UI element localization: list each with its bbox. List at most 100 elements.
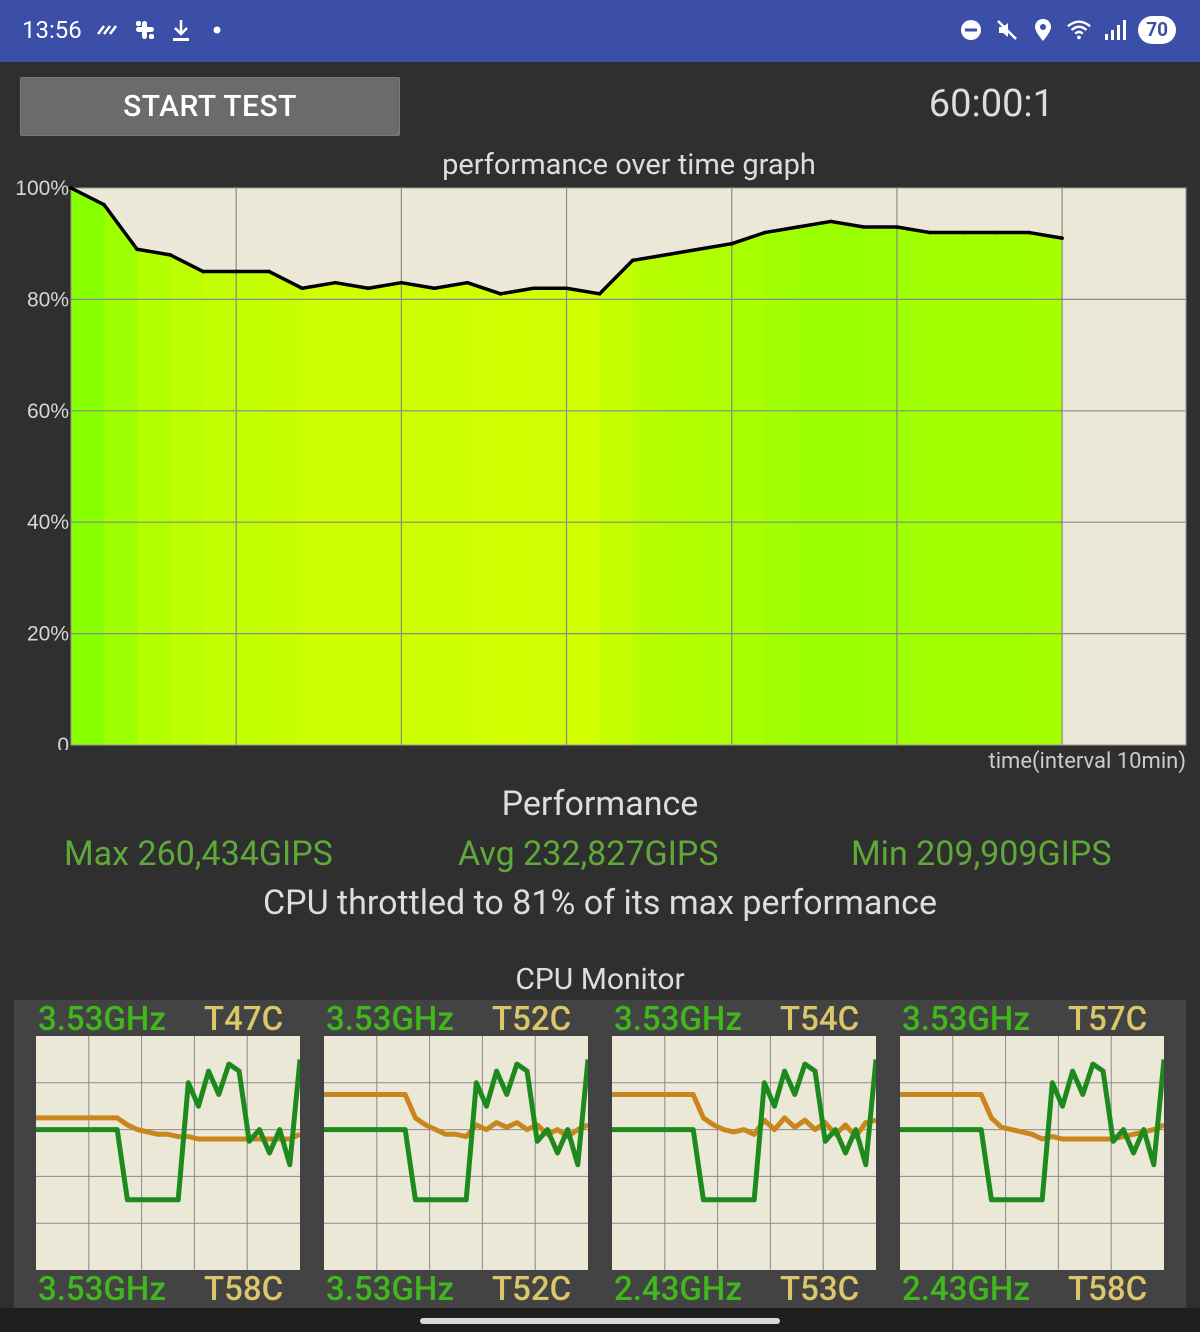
y-tick-label: 80% [27,288,69,311]
performance-point [531,286,536,291]
core-temperature-next: T53C [780,1270,860,1308]
performance-point [234,269,238,274]
performance-point [300,286,305,291]
core-frequency-next: 2.43GHz [614,1270,742,1308]
performance-fill-segment [137,188,171,745]
throttle-summary: CPU throttled to 81% of its max performa… [263,883,937,923]
frequency-line [900,1059,1164,1203]
core-chart [36,1036,300,1270]
status-time: 13:56 [22,16,82,44]
y-tick-label: 100% [15,180,69,200]
performance-point [399,280,404,285]
performance-fill-segment [236,188,270,745]
performance-point [498,292,503,296]
y-tick-label: 20% [27,623,69,646]
performance-point [1027,230,1031,235]
core-frequency: 3.53GHz [614,1000,742,1039]
graph-title: performance over time graph [442,148,816,182]
performance-point [762,230,767,235]
performance-fill-segment [665,188,700,745]
max-performance: Max 260,434GIPS [64,834,333,874]
performance-fill-segment [203,188,237,745]
min-performance: Min 209,909GIPS [851,834,1112,874]
frequency-line [612,1059,876,1203]
performance-point [862,225,866,229]
core-frequency-next: 3.53GHz [326,1270,454,1308]
cpu-core-card: 3.53GHz T47C 3.53GHz T58C [14,1000,302,1308]
core-temperature-next: T58C [204,1270,284,1308]
performance-fill-segment [896,188,931,745]
core-chart-background [36,1036,300,1270]
plot-border [70,187,1187,746]
status-bar: 13:56 70 [0,0,1200,62]
performance-point [895,225,899,229]
performance-point [69,186,73,190]
performance-fill-segment [632,188,667,745]
performance-point [961,230,965,235]
core-chart [324,1036,588,1270]
cpu-core-card: 3.53GHz T57C 2.43GHz T58C [878,1000,1166,1308]
performance-fill-segment [996,188,1030,745]
temperature-line [900,1092,1164,1142]
performance-point [465,280,470,285]
frequency-line [324,1059,588,1203]
download-icon [168,14,194,46]
core-temperature: T57C [1068,1000,1148,1039]
performance-fill-segment [963,188,997,745]
performance-fill-segment [731,188,766,745]
mute-icon [994,14,1020,46]
core-temperature: T47C [204,1000,284,1039]
battery-level: 70 [1138,16,1176,44]
y-tick-label: 40% [27,511,69,534]
core-temperature-next: T58C [1068,1270,1148,1308]
y-tick-label: 60% [27,400,69,423]
start-test-button[interactable]: START TEST [20,77,400,136]
performance-fill-segment [71,188,105,745]
cpu-core-card: 3.53GHz T54C 2.43GHz T53C [590,1000,878,1308]
performance-fill-segment [830,188,865,745]
performance-point [201,269,205,274]
avg-performance: Avg 232,827GIPS [458,834,719,874]
y-tick-label: 0 [57,734,69,750]
test-timer: 60:00:1 [928,82,1054,126]
core-frequency: 3.53GHz [38,1000,166,1039]
performance-point [729,241,734,246]
wifi-icon [1066,14,1092,46]
performance-point [663,253,668,257]
performance-point [829,219,833,224]
performance-point [333,280,338,285]
temperature-line [36,1115,300,1142]
performance-fill-segment [929,188,964,745]
performance-point [630,258,635,263]
signal-icon [1102,14,1128,46]
performance-point [432,286,437,291]
core-chart-background [900,1036,1164,1270]
performance-heading: Performance [501,784,699,824]
cpu-monitor-panel: 3.53GHz T47C 3.53GHz T58C 3.53GHz T52C 3… [14,1000,1186,1308]
performance-point [102,202,106,207]
cpu-core-card: 3.53GHz T52C 3.53GHz T52C [302,1000,590,1308]
performance-fill-segment [104,188,138,745]
performance-point [796,225,800,229]
performance-fill-segment [1029,188,1063,745]
gesture-handle[interactable] [420,1318,780,1324]
core-frequency-next: 2.43GHz [902,1270,1030,1308]
core-chart [612,1036,876,1270]
status-right-icons: 70 [958,14,1176,46]
performance-graph: 100% 80% 60% 40% 20% 0 [15,180,1187,750]
core-chart-background [612,1036,876,1270]
performance-point [168,253,172,257]
core-frequency-next: 3.53GHz [38,1270,166,1308]
performance-fill-segment [863,188,898,745]
performance-point [564,286,569,291]
time-axis-label: time(interval 10min) [988,749,1187,774]
core-temperature-next: T52C [492,1270,572,1308]
core-frequency: 3.53GHz [902,1000,1030,1039]
performance-point [135,247,139,252]
performance-point [597,292,602,296]
core-chart [900,1036,1164,1270]
performance-point [928,230,932,235]
status-left-icons [96,14,230,46]
performance-point [366,286,371,291]
performance-fill-segment [698,188,733,745]
